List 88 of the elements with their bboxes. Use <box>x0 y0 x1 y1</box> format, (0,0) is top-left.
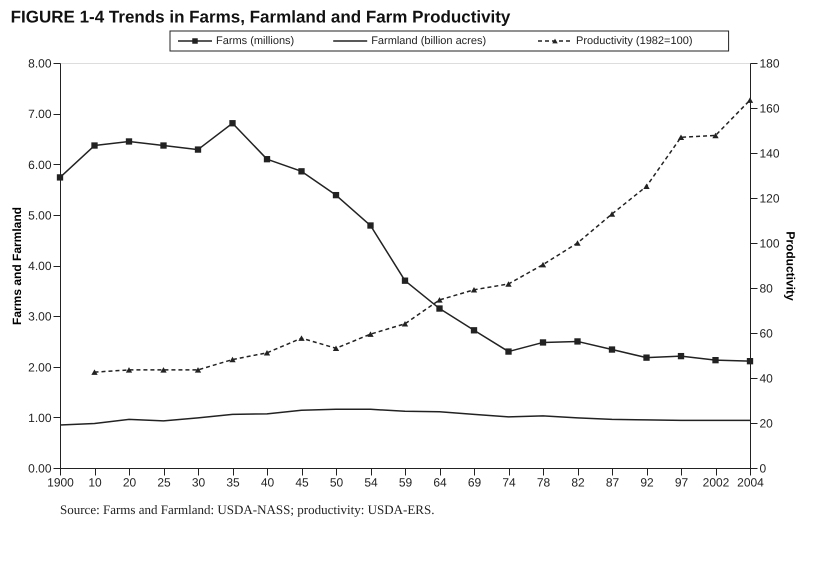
y2-tick-label: 20 <box>760 416 774 430</box>
x-tick-label: 2002 <box>702 476 730 490</box>
x-tick-label: 59 <box>398 476 412 490</box>
point <box>402 278 408 284</box>
point <box>56 174 64 181</box>
point <box>194 367 202 373</box>
source-note: Source: Farms and Farmland: USDA-NASS; productivity: USDA-ERS. <box>60 502 434 517</box>
point <box>126 138 132 145</box>
point <box>746 358 754 364</box>
x-tick-label: 50 <box>330 476 344 490</box>
x-tick-label: 97 <box>674 476 688 490</box>
point <box>367 222 374 229</box>
y2-tick-label: 160 <box>760 102 780 116</box>
point <box>712 357 719 364</box>
legend-label: Productivity (1982=100) <box>576 35 692 47</box>
point <box>505 281 512 287</box>
chart-title: FIGURE 1-4 Trends in Farms, Farmland and Farm Productivity <box>10 8 511 26</box>
point <box>194 146 202 153</box>
x-tick-label: 69 <box>468 476 482 490</box>
point <box>470 287 478 293</box>
x-tick-label: 92 <box>640 476 654 490</box>
x-tick-label: 78 <box>536 476 550 490</box>
x-tick-label: 2004 <box>737 476 764 490</box>
point <box>402 321 408 327</box>
point <box>436 297 443 303</box>
x-tick-label: 35 <box>226 476 240 490</box>
x-tick-label: 87 <box>606 476 620 490</box>
point <box>160 367 167 373</box>
point <box>643 354 650 361</box>
y-tick-label: 8.00 <box>28 56 52 70</box>
x-tick-label: 20 <box>122 476 136 490</box>
y-axis-title: Farms and Farmland <box>10 206 24 326</box>
x-tick-label: 74 <box>502 476 516 490</box>
point <box>436 305 443 312</box>
x-tick-label: 64 <box>433 476 447 490</box>
point <box>298 335 305 341</box>
y2-tick-label: 0 <box>760 462 766 476</box>
point <box>678 352 684 360</box>
legend-label: Farmland (billion acres) <box>371 35 486 47</box>
x-tick-label: 54 <box>364 476 378 490</box>
x-tick-label: 82 <box>571 476 585 490</box>
y2-tick-label: 100 <box>760 236 780 250</box>
y-tick-label: 5.00 <box>28 208 52 222</box>
y-tick-label: 7.00 <box>28 107 52 122</box>
point <box>746 97 754 103</box>
point <box>540 262 546 268</box>
y2-tick-label: 120 <box>760 192 780 206</box>
y2-tick-label: 60 <box>760 326 774 340</box>
point <box>608 211 616 217</box>
y-tick-label: 2.00 <box>28 360 52 374</box>
point <box>126 367 132 373</box>
y-tick-label: 1.00 <box>28 410 52 425</box>
point <box>298 168 305 174</box>
y2-tick-label: 80 <box>760 282 774 296</box>
y-tick-label: 6.00 <box>28 158 52 172</box>
point <box>91 369 98 375</box>
point <box>712 132 719 138</box>
point <box>643 184 650 190</box>
y2-tick-label: 180 <box>760 56 780 70</box>
point <box>229 356 236 362</box>
point <box>264 350 270 356</box>
legend-label: Farms (millions) <box>216 35 294 47</box>
point <box>229 120 236 126</box>
point <box>264 156 270 162</box>
point <box>367 331 374 337</box>
y-tick-label: 0.00 <box>28 462 52 476</box>
point <box>608 346 616 353</box>
y2-tick-label: 40 <box>760 372 774 386</box>
x-tick-label: 1900 <box>47 476 74 490</box>
point <box>160 142 167 149</box>
point <box>332 346 340 352</box>
y2-axis-title: Productivity <box>784 231 798 301</box>
x-tick-label: 45 <box>295 476 309 490</box>
x-tick-label: 25 <box>157 476 171 490</box>
point <box>332 192 340 198</box>
x-tick-label: 10 <box>88 476 102 490</box>
point <box>540 339 546 346</box>
point <box>470 327 478 334</box>
point <box>505 348 512 355</box>
y-tick-label: 4.00 <box>28 259 52 273</box>
point <box>91 142 98 149</box>
point <box>574 240 581 246</box>
x-tick-label: 30 <box>192 476 206 490</box>
point <box>678 134 684 140</box>
point <box>574 338 581 345</box>
y2-tick-label: 140 <box>760 146 780 160</box>
y-tick-label: 3.00 <box>28 310 52 324</box>
x-tick-label: 40 <box>260 476 274 490</box>
